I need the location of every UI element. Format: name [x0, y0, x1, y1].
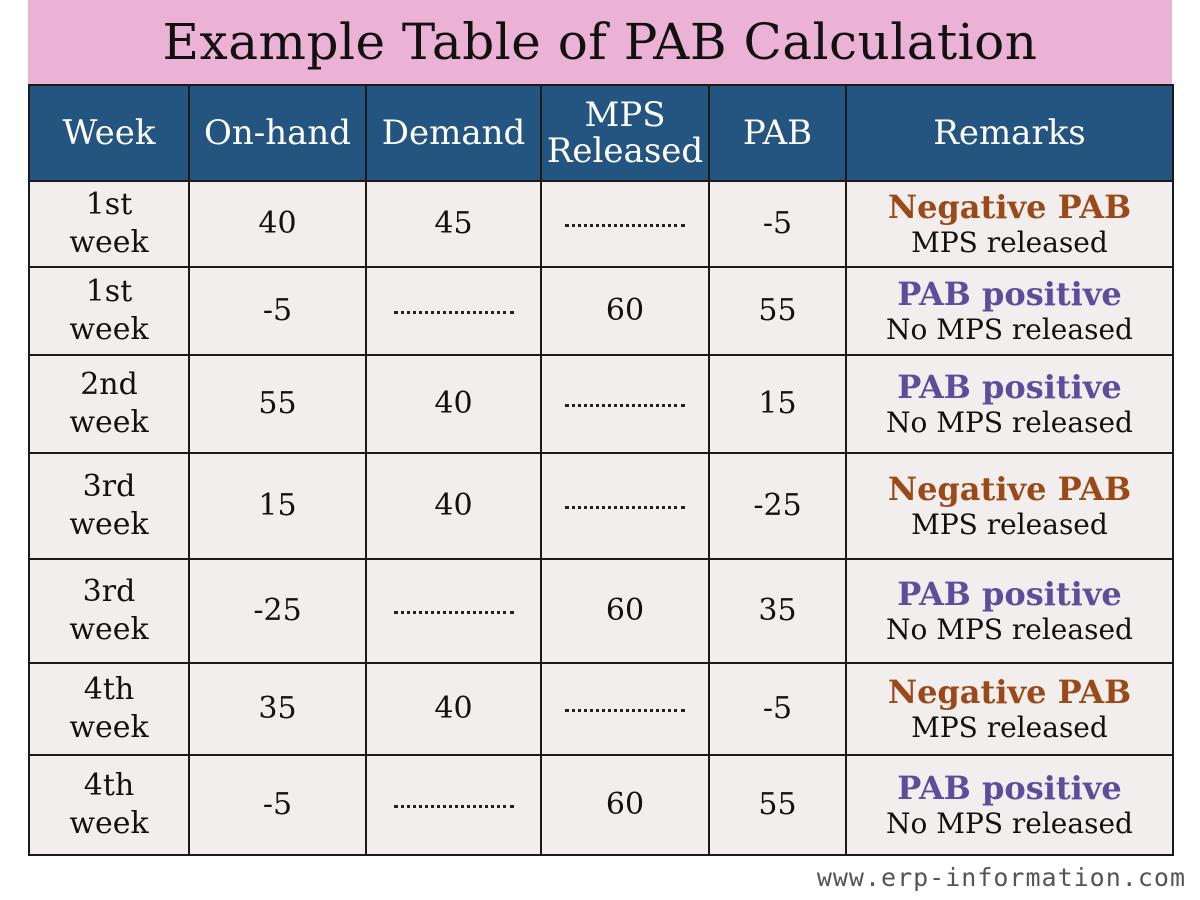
week-word: week [69, 312, 149, 347]
empty-dotted-line [565, 403, 685, 407]
week-number: 1st [85, 187, 133, 222]
header-on-hand: On-hand [188, 84, 367, 182]
on-hand-cell: 55 [188, 354, 367, 454]
week-cell: 4th week [28, 754, 190, 856]
demand-cell: 45 [365, 180, 542, 268]
on-hand-cell: 35 [188, 662, 367, 756]
remark-detail: MPS released [911, 508, 1108, 541]
empty-dotted-line [393, 610, 514, 614]
pab-cell: -5 [708, 180, 847, 268]
header-row: Week On-hand Demand MPS Released PAB Rem… [28, 84, 1174, 182]
table-row: 4th week 35 40 -5 Negative PAB MPS released [28, 662, 1174, 756]
remarks-cell: Negative PAB MPS released [845, 452, 1174, 560]
demand-cell: 40 [365, 354, 542, 454]
header-pab: PAB [708, 84, 847, 182]
week-word: week [69, 405, 149, 440]
week-word: week [69, 612, 149, 647]
remarks-cell: PAB positive No MPS released [845, 558, 1174, 664]
on-hand-cell: -5 [188, 266, 367, 356]
pab-table: Week On-hand Demand MPS Released PAB Rem… [28, 84, 1174, 856]
remark-status: PAB positive [897, 769, 1122, 807]
table-row: 3rd week -25 60 35 PAB positive No MPS release… [28, 558, 1174, 664]
week-cell: 1st week [28, 266, 190, 356]
mps-released-cell [540, 180, 710, 268]
on-hand-cell: 40 [188, 180, 367, 268]
week-number: 4th [83, 768, 135, 803]
week-word: week [69, 806, 149, 841]
remark-detail: MPS released [911, 711, 1108, 744]
page-title: Example Table of PAB Calculation [162, 13, 1038, 71]
remark-detail: No MPS released [886, 406, 1133, 439]
empty-dotted-line [565, 223, 685, 227]
remarks-cell: PAB positive No MPS released [845, 754, 1174, 856]
remark-detail: No MPS released [886, 313, 1133, 346]
week-cell: 3rd week [28, 558, 190, 664]
pab-cell: 55 [708, 266, 847, 356]
mps-released-cell [540, 354, 710, 454]
remark-status: PAB positive [897, 575, 1122, 613]
title-banner: Example Table of PAB Calculation [28, 0, 1172, 84]
week-number: 4th [83, 672, 135, 707]
empty-dotted-line [393, 310, 514, 314]
week-cell: 4th week [28, 662, 190, 756]
remarks-cell: PAB positive No MPS released [845, 354, 1174, 454]
remarks-cell: PAB positive No MPS released [845, 266, 1174, 356]
demand-cell [365, 558, 542, 664]
week-number: 1st [85, 274, 133, 309]
demand-cell: 40 [365, 662, 542, 756]
remarks-cell: Negative PAB MPS released [845, 662, 1174, 756]
on-hand-cell: 15 [188, 452, 367, 560]
week-number: 3rd [82, 574, 136, 609]
table-row: 1st week -5 60 55 PAB positive No MPS released [28, 266, 1174, 356]
pab-cell: 15 [708, 354, 847, 454]
on-hand-cell: -5 [188, 754, 367, 856]
week-cell: 3rd week [28, 452, 190, 560]
mps-released-cell [540, 452, 710, 560]
remarks-cell: Negative PAB MPS released [845, 180, 1174, 268]
header-mps-released: MPS Released [540, 84, 710, 182]
remark-status: PAB positive [897, 275, 1122, 313]
header-remarks: Remarks [845, 84, 1174, 182]
week-word: week [69, 225, 149, 260]
mps-released-cell: 60 [540, 754, 710, 856]
pab-cell: -25 [708, 452, 847, 560]
pab-cell: 35 [708, 558, 847, 664]
empty-dotted-line [393, 804, 514, 808]
week-number: 3rd [82, 469, 136, 504]
mps-released-cell: 60 [540, 266, 710, 356]
table-row: 4th week -5 60 55 PAB positive No MPS released [28, 754, 1174, 856]
remark-detail: No MPS released [886, 613, 1133, 646]
table-row: 1st week 40 45 -5 Negative PAB MPS released [28, 180, 1174, 268]
mps-released-cell: 60 [540, 558, 710, 664]
week-number: 2nd [80, 367, 138, 402]
pab-cell: -5 [708, 662, 847, 756]
remark-status: Negative PAB [887, 673, 1132, 711]
demand-cell [365, 266, 542, 356]
on-hand-cell: -25 [188, 558, 367, 664]
footer-watermark: www.erp-information.com [816, 863, 1186, 892]
week-cell: 1st week [28, 180, 190, 268]
header-mps-line2: Released [546, 131, 704, 171]
remark-detail: MPS released [911, 226, 1108, 259]
header-mps-line1: MPS [584, 95, 666, 135]
pab-cell: 55 [708, 754, 847, 856]
empty-dotted-line [565, 505, 685, 509]
week-word: week [69, 507, 149, 542]
header-demand: Demand [365, 84, 542, 182]
demand-cell: 40 [365, 452, 542, 560]
empty-dotted-line [565, 708, 685, 712]
remark-status: Negative PAB [887, 470, 1132, 508]
remark-detail: No MPS released [886, 807, 1133, 840]
remark-status: Negative PAB [887, 188, 1132, 226]
week-cell: 2nd week [28, 354, 190, 454]
table-row: 2nd week 55 40 15 PAB positive No MPS released [28, 354, 1174, 454]
header-week: Week [28, 84, 190, 182]
mps-released-cell [540, 662, 710, 756]
week-word: week [69, 710, 149, 745]
remark-status: PAB positive [897, 368, 1122, 406]
table-row: 3rd week 15 40 -25 Negative PAB MPS released [28, 452, 1174, 560]
demand-cell [365, 754, 542, 856]
